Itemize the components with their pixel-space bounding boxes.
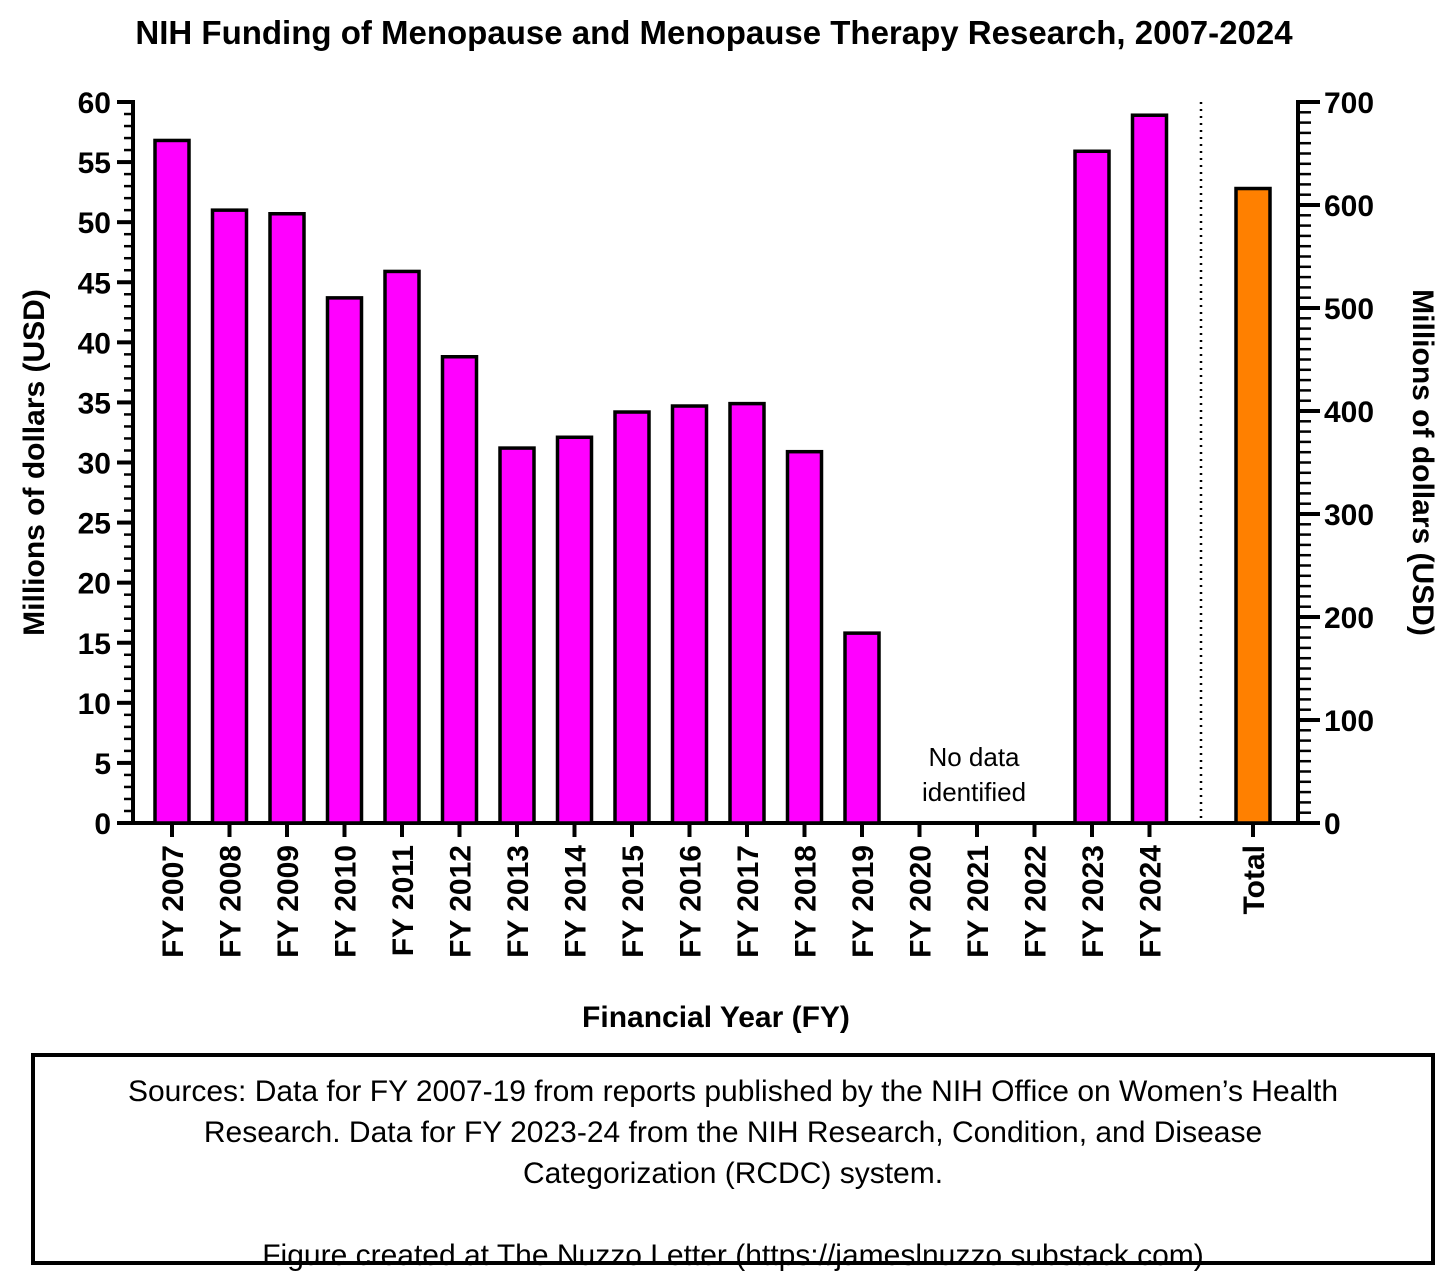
right-tick-label-300: 300 — [1324, 499, 1374, 532]
left-tick-label-60: 60 — [78, 87, 111, 120]
left-tick-label-55: 55 — [78, 147, 111, 180]
x-tick-label-fy-2021: FY 2021 — [962, 845, 995, 958]
left-tick-label-10: 10 — [78, 688, 111, 721]
sources-line-3: Categorization (RCDC) system. — [522, 1157, 944, 1190]
bar-fy-2010 — [325, 296, 364, 825]
left-tick-label-25: 25 — [78, 508, 111, 541]
x-tick-label-fy-2014: FY 2014 — [560, 845, 593, 958]
left-tick-label-0: 0 — [94, 808, 111, 841]
bar-fy-2009 — [268, 212, 306, 825]
sources-line-2: Research. Data for FY 2023-24 from the N… — [203, 1116, 1263, 1149]
x-tick-label-fy-2009: FY 2009 — [272, 845, 305, 958]
bar-chart: 0 5 10 15 20 25 30 35 40 45 50 55 60 Millions of doll… — [18, 87, 1439, 1034]
bar-fy-2016 — [670, 404, 709, 825]
right-tick-label-0: 0 — [1324, 808, 1341, 841]
bar-fy-2015 — [613, 410, 651, 825]
left-tick-label-20: 20 — [78, 568, 111, 601]
x-tick-label-fy-2011: FY 2011 — [387, 845, 420, 956]
x-tick-label-fy-2023: FY 2023 — [1077, 845, 1110, 958]
figure-credit: Figure created at The Nuzzo Letter (http… — [262, 1239, 1204, 1272]
sources-note-box: Sources: Data for FY 2007-19 from report… — [31, 1053, 1435, 1272]
bar-fy-2008 — [210, 208, 249, 825]
left-tick-label-45: 45 — [78, 267, 111, 300]
bars — [153, 113, 1272, 825]
left-tick-label-15: 15 — [78, 628, 111, 661]
bar-fy-2012 — [440, 355, 479, 825]
bar-total — [1234, 186, 1272, 825]
right-y-axis: 0 100 200 300 400 500 600 700 Millions of dollar… — [1296, 87, 1439, 841]
x-tick-label-fy-2010: FY 2010 — [330, 845, 363, 958]
sources-line-1: Sources: Data for FY 2007-19 from report… — [127, 1075, 1339, 1108]
x-tick-label-fy-2022: FY 2022 — [1020, 845, 1053, 958]
x-tick-label-fy-2012: FY 2012 — [445, 845, 478, 958]
x-tick-label-fy-2007: FY 2007 — [157, 845, 190, 958]
bar-fy-2007 — [153, 138, 191, 825]
x-tick-label-fy-2017: FY 2017 — [732, 845, 765, 958]
left-tick-label-40: 40 — [78, 327, 111, 360]
right-y-axis-title: Millions of dollars (USD) — [1406, 289, 1439, 636]
bar-fy-2023 — [1073, 149, 1111, 825]
right-tick-label-500: 500 — [1324, 293, 1374, 326]
x-tick-label-total: Total — [1238, 845, 1271, 914]
x-tick-label-fy-2018: FY 2018 — [790, 845, 823, 958]
bar-fy-2018 — [785, 449, 824, 825]
x-tick-label-fy-2019: FY 2019 — [847, 845, 880, 958]
left-y-axis-title: Millions of dollars (USD) — [18, 289, 51, 636]
no-data-annotation-line-2: identified — [922, 777, 1026, 807]
left-tick-label-5: 5 — [94, 748, 111, 781]
left-tick-label-35: 35 — [78, 387, 111, 420]
x-axis-title: Financial Year (FY) — [582, 1001, 850, 1034]
x-tick-label-fy-2008: FY 2008 — [215, 845, 248, 958]
bar-fy-2019 — [843, 631, 881, 825]
x-tick-label-fy-2024: FY 2024 — [1135, 845, 1168, 958]
bar-fy-2011 — [383, 269, 421, 825]
left-tick-label-50: 50 — [78, 207, 111, 240]
chart-title: NIH Funding of Menopause and Menopause T… — [135, 14, 1293, 51]
right-tick-label-600: 600 — [1324, 190, 1374, 223]
x-tick-label-fy-2015: FY 2015 — [617, 845, 650, 958]
labels: No data identified — [922, 742, 1026, 807]
right-tick-label-200: 200 — [1324, 602, 1374, 635]
bar-fy-2017 — [728, 401, 766, 825]
no-data-annotation-line-1: No data — [928, 742, 1020, 772]
x-tick-label-fy-2016: FY 2016 — [675, 845, 708, 958]
bar-fy-2024 — [1130, 113, 1169, 825]
x-tick-label-fy-2013: FY 2013 — [502, 845, 535, 958]
right-tick-label-700: 700 — [1324, 87, 1374, 120]
left-y-axis: 0 5 10 15 20 25 30 35 40 45 50 55 60 Millions of doll… — [18, 87, 135, 841]
bar-fy-2014 — [555, 435, 594, 825]
right-tick-label-100: 100 — [1324, 705, 1374, 738]
bar-fy-2013 — [498, 446, 536, 825]
left-tick-label-30: 30 — [78, 448, 111, 481]
x-axis: FY 2007 FY 2008 FY 2009 FY 2010 FY 2011 FY 20… — [131, 102, 1300, 1034]
right-tick-label-400: 400 — [1324, 396, 1374, 429]
x-tick-label-fy-2020: FY 2020 — [905, 845, 938, 958]
